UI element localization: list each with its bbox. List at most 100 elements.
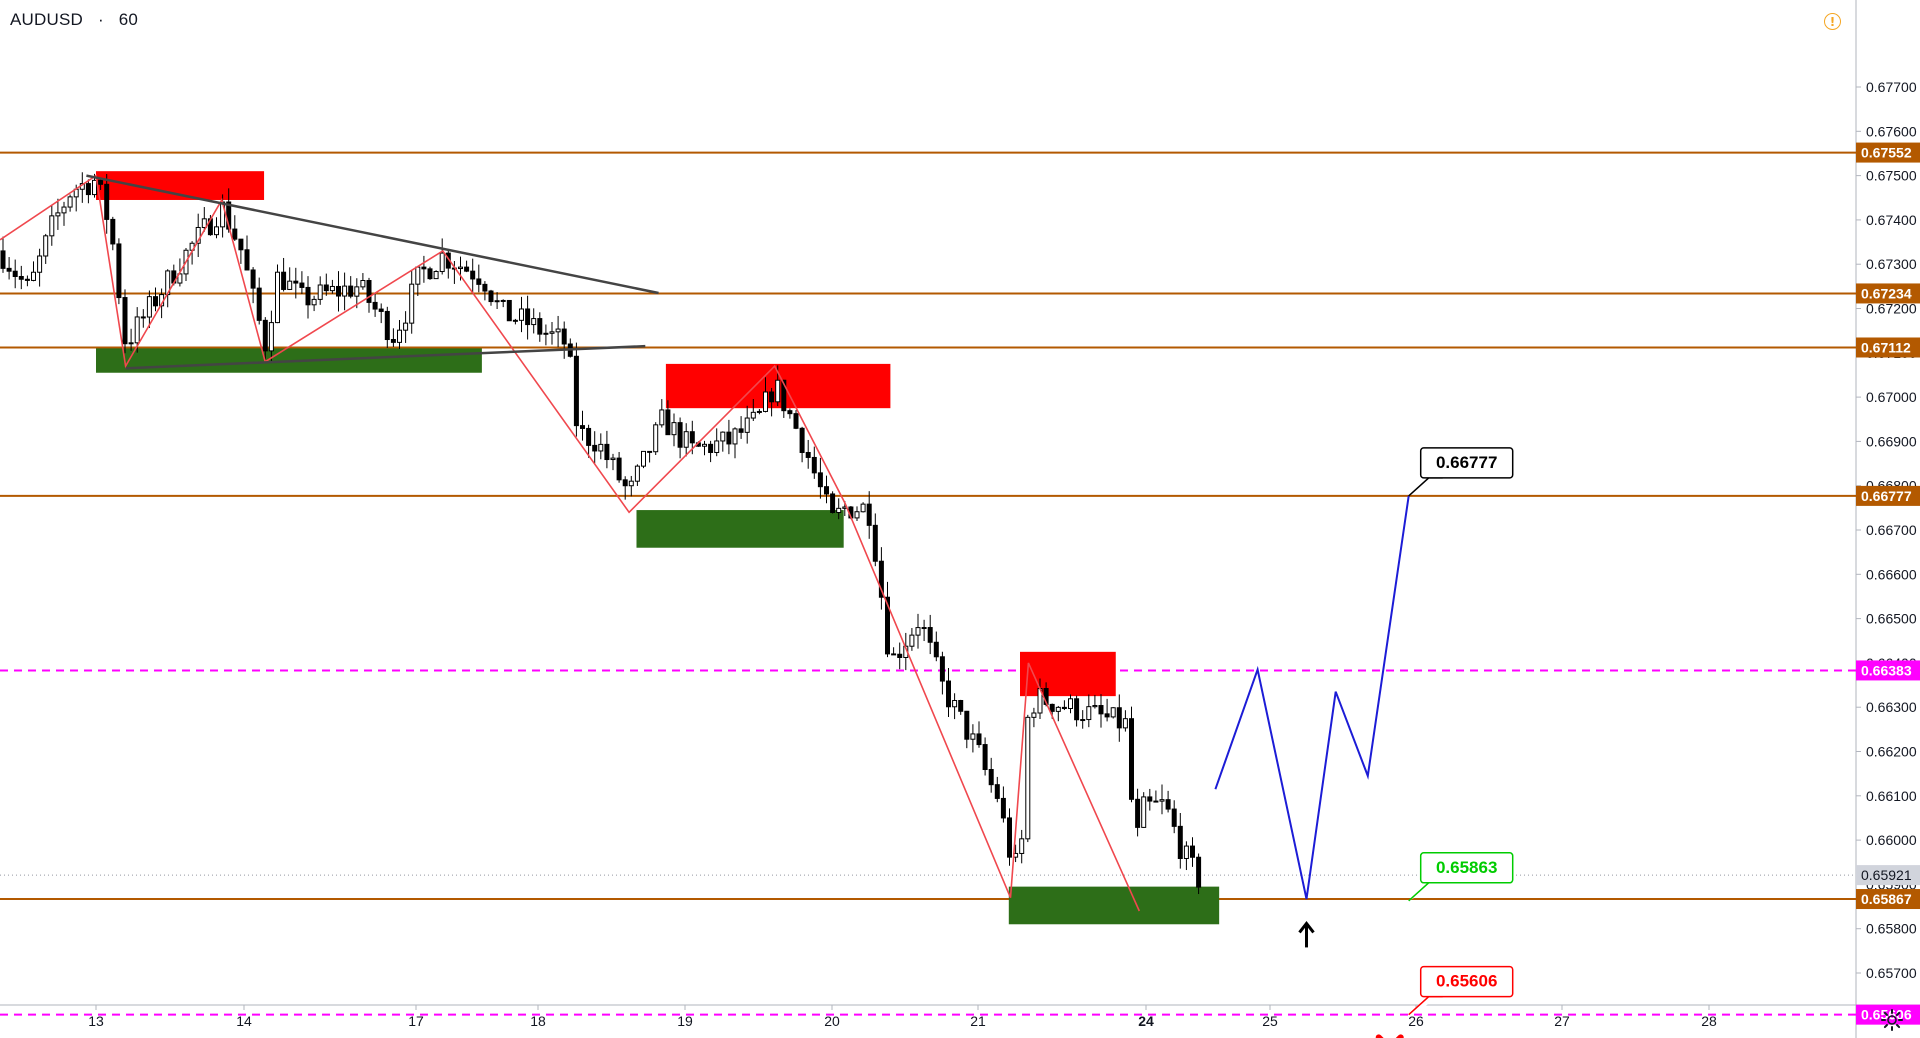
candle	[354, 278, 360, 309]
candle	[543, 324, 549, 346]
candle-body	[628, 480, 634, 487]
y-tick-label: 0.66700	[1866, 522, 1917, 538]
callout-box	[1419, 852, 1514, 884]
candle-body	[830, 493, 836, 513]
candle	[958, 699, 964, 715]
callout-label: 0.66777	[1436, 453, 1497, 472]
candle	[153, 287, 158, 312]
candle-body	[641, 450, 646, 467]
candle	[970, 724, 976, 753]
candle	[653, 422, 659, 456]
candle-body	[1165, 799, 1171, 810]
candle-body	[964, 710, 970, 740]
candle	[500, 299, 506, 308]
candle-body	[92, 179, 97, 196]
candle	[732, 427, 738, 459]
candle	[1074, 695, 1080, 727]
candle-body	[939, 656, 945, 682]
candle-body	[555, 328, 561, 333]
candle-body	[720, 431, 726, 442]
warning-icon[interactable]: !	[1824, 13, 1841, 30]
gear-icon[interactable]	[1880, 1008, 1904, 1032]
candle	[1025, 714, 1031, 843]
x-tick-label: 26	[1408, 1013, 1424, 1029]
candle-body	[1092, 705, 1098, 708]
candle-body	[1031, 712, 1037, 718]
demand-zone	[636, 510, 844, 548]
last-price-label: 0.65921	[1861, 867, 1912, 883]
candle-body	[616, 457, 622, 481]
candle-body	[732, 428, 738, 445]
candle-body	[506, 299, 512, 322]
candle	[24, 275, 30, 287]
candle-body	[787, 410, 793, 415]
y-tick-label: 0.67000	[1866, 389, 1917, 405]
candle	[1190, 837, 1195, 867]
candle-body	[634, 465, 640, 482]
candle	[982, 737, 988, 776]
candle	[0, 236, 6, 273]
candle	[146, 290, 152, 329]
symbol-separator: ·	[97, 10, 104, 29]
candle	[116, 238, 122, 305]
candle-body	[0, 250, 6, 269]
candle	[854, 506, 860, 522]
candle-body	[403, 322, 409, 331]
candle	[439, 238, 445, 275]
candle	[1110, 707, 1116, 719]
candle	[878, 547, 884, 610]
candle	[85, 179, 91, 204]
candle-body	[866, 503, 872, 526]
candle-body	[1080, 719, 1086, 722]
candle-body	[104, 183, 110, 220]
candle	[281, 257, 287, 292]
candle-body	[122, 297, 128, 345]
demand-zone	[1008, 886, 1220, 925]
candle-body	[1171, 808, 1177, 827]
candle-body	[878, 560, 884, 598]
candle	[104, 174, 110, 234]
candle-body	[793, 413, 799, 429]
candle-body	[659, 409, 665, 426]
candle	[1159, 784, 1165, 815]
candle-body	[1141, 796, 1147, 828]
candle-body	[500, 299, 506, 302]
candle	[628, 475, 634, 497]
candle-body	[311, 298, 317, 306]
candle-body	[824, 486, 829, 495]
candle-body	[726, 431, 732, 445]
candle	[488, 289, 494, 306]
target-callouts: 0.66777 0.65863 0.65606	[1408, 447, 1514, 1016]
candle	[994, 776, 1000, 803]
candle-body	[482, 283, 488, 292]
candle	[598, 433, 604, 460]
candle-body	[470, 270, 476, 280]
candle	[244, 235, 250, 271]
candle-body	[1196, 856, 1202, 888]
zigzag-line	[0, 174, 1141, 912]
level-price-tag	[1856, 1004, 1920, 1025]
candle	[573, 342, 579, 437]
candle-body	[1153, 800, 1159, 803]
x-tick-label: 19	[677, 1013, 693, 1029]
candle	[1171, 800, 1177, 834]
candle	[305, 276, 311, 319]
candle-body	[854, 511, 860, 519]
candle-body	[897, 653, 903, 659]
symbol-legend[interactable]: AUDUSD · 60	[10, 10, 148, 30]
candle	[946, 667, 951, 717]
candle	[1031, 707, 1037, 728]
candle	[348, 276, 354, 299]
candle-body	[982, 744, 988, 771]
candle	[1177, 812, 1183, 869]
x-tick-label: 20	[824, 1013, 840, 1029]
candle-body	[665, 409, 671, 436]
candle	[390, 328, 396, 347]
y-tick-label: 0.66300	[1866, 699, 1917, 715]
candle	[55, 198, 61, 230]
price-callout: 0.66777	[1408, 447, 1514, 497]
candle-body	[622, 479, 628, 487]
candle-body	[37, 255, 43, 273]
